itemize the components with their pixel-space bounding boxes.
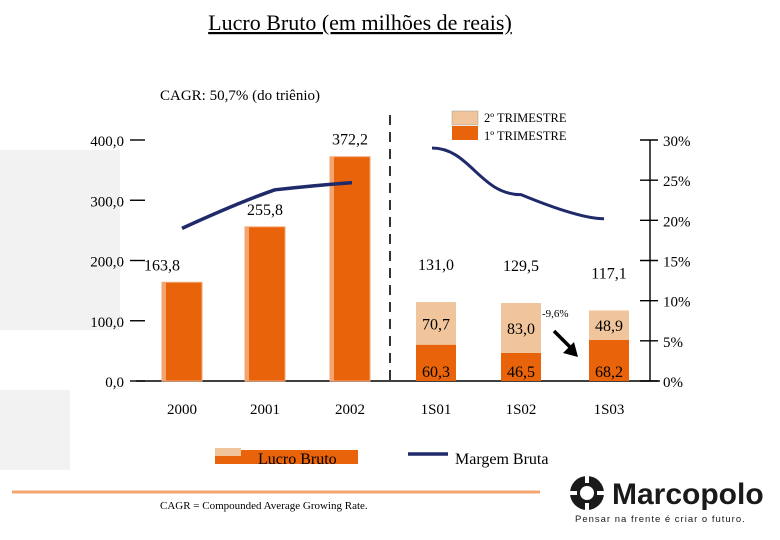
bar-value-label: 68,2 bbox=[595, 364, 623, 381]
brand-name: Marcopolo bbox=[612, 478, 764, 511]
x-axis-tick-labels: 2000 2001 2002 1S01 1S02 1S03 bbox=[167, 402, 624, 418]
right-axis-tick-label: 0% bbox=[663, 375, 683, 391]
bar-total-label: 117,1 bbox=[591, 265, 626, 282]
bar-labels: 163,8 255,8 372,2 60,3 70,7 131,0 46,5 83,0 129,… bbox=[144, 132, 627, 381]
margin-line-semester bbox=[431, 146, 605, 221]
margin-line-series bbox=[181, 146, 605, 230]
bar-1-trimestre bbox=[416, 344, 456, 381]
bar-2-trimestre bbox=[501, 302, 541, 353]
marcopolo-emblem-icon bbox=[569, 475, 605, 511]
bar-value-label: 163,8 bbox=[144, 257, 180, 274]
bar-value-label: 46,5 bbox=[507, 364, 535, 381]
bar-value-label: 83,0 bbox=[507, 321, 535, 338]
legend-swatch-2-trimestre bbox=[451, 110, 479, 126]
cagr-label: CAGR: 50,7% (do triênio) bbox=[160, 88, 320, 104]
legend-label-1-trimestre: 1º TRIMESTRE bbox=[484, 129, 567, 143]
watermark-shape bbox=[0, 390, 70, 470]
x-axis-tick-label: 1S02 bbox=[506, 402, 537, 418]
bar-lucro-bruto bbox=[329, 156, 371, 382]
x-axis-tick-label: 2001 bbox=[250, 402, 280, 418]
bar-value-label: 372,2 bbox=[332, 132, 368, 149]
bar-highlight bbox=[162, 282, 166, 381]
right-axis-tick-label: 30% bbox=[663, 134, 691, 150]
legend-top: 2º TRIMESTRE 1º TRIMESTRE bbox=[451, 110, 567, 143]
brand-slogan: Pensar na frente é criar o futuro. bbox=[575, 514, 746, 525]
bar-2-trimestre bbox=[589, 310, 629, 340]
legend-label-margem-bruta: Margem Bruta bbox=[455, 451, 548, 468]
right-axis-tick-label: 10% bbox=[663, 295, 691, 311]
right-axis-tick-label: 15% bbox=[663, 255, 691, 271]
left-axis-tick-label: 200,0 bbox=[90, 255, 124, 271]
legend-label-lucro-bruto: Lucro Bruto bbox=[258, 451, 337, 468]
bar-lucro-bruto bbox=[244, 226, 286, 382]
margin-line-annual bbox=[181, 180, 353, 230]
legend-bottom: Lucro Bruto Margem Bruta bbox=[215, 448, 548, 468]
bar-lucro-bruto bbox=[161, 281, 203, 382]
bar-total-label: 131,0 bbox=[418, 257, 454, 274]
right-y-axis: 0% 5% 10% 15% 20% 25% 30% bbox=[640, 134, 691, 391]
chart-title: Lucro Bruto (em milhões de reais) bbox=[208, 10, 512, 35]
annotation-arrow bbox=[552, 329, 578, 357]
watermark-logo bbox=[0, 150, 120, 470]
bar-2-trimestre bbox=[416, 302, 456, 345]
bar-value-label: 70,7 bbox=[422, 316, 450, 333]
legend-swatch-lucro-bruto-fill bbox=[215, 456, 241, 464]
bar-1-trimestre bbox=[589, 339, 629, 381]
bar-value-label: 60,3 bbox=[422, 364, 450, 381]
brand-logo: Marcopolo Pensar na frente é criar o fut… bbox=[569, 475, 764, 525]
annotation-text: -9,6% bbox=[542, 308, 569, 320]
left-axis-tick-label: 100,0 bbox=[90, 315, 124, 331]
left-axis-tick-label: 300,0 bbox=[90, 194, 124, 210]
right-axis-tick-label: 25% bbox=[663, 174, 691, 190]
bar-value-label: 255,8 bbox=[247, 202, 283, 219]
legend-bar-lucro-bruto bbox=[241, 450, 358, 464]
bar-highlight bbox=[330, 156, 334, 381]
legend-swatch-lucro-bruto bbox=[215, 448, 241, 456]
left-axis-tick-label: 400,0 bbox=[90, 134, 124, 150]
watermark-shape bbox=[0, 150, 120, 330]
bar-1-trimestre bbox=[501, 352, 541, 381]
bar-value-label: 48,9 bbox=[595, 318, 623, 335]
left-axis-tick-label: 0,0 bbox=[105, 375, 124, 391]
bar-series bbox=[161, 156, 629, 382]
x-axis-tick-label: 1S03 bbox=[594, 402, 625, 418]
right-axis-tick-label: 5% bbox=[663, 335, 683, 351]
x-axis-tick-label: 2000 bbox=[167, 402, 197, 418]
left-y-axis: 0,0 100,0 200,0 300,0 400,0 bbox=[90, 134, 660, 391]
bar-total-label: 129,5 bbox=[503, 258, 539, 275]
x-axis-tick-label: 2002 bbox=[335, 402, 365, 418]
right-axis-tick-label: 20% bbox=[663, 214, 691, 230]
legend-swatch-1-trimestre bbox=[452, 126, 478, 140]
legend-label-2-trimestre: 2º TRIMESTRE bbox=[484, 111, 567, 125]
x-axis-tick-label: 1S01 bbox=[421, 402, 452, 418]
bar-highlight bbox=[245, 226, 249, 381]
footnote: CAGR = Compounded Average Growing Rate. bbox=[160, 500, 368, 512]
